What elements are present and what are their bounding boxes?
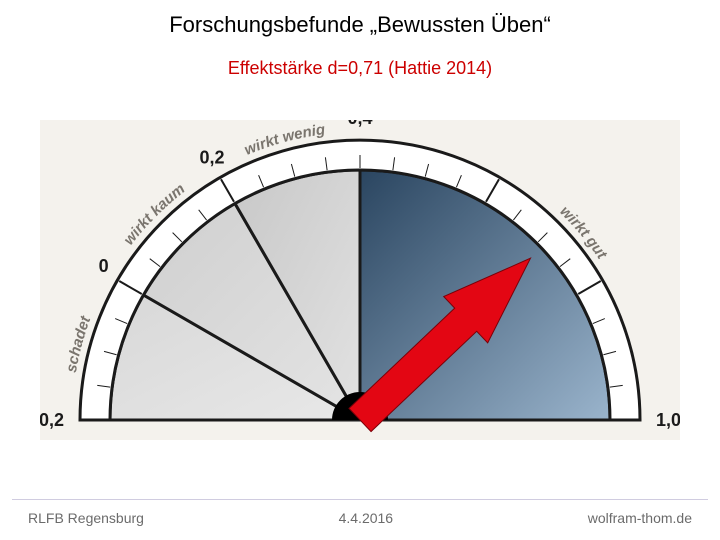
footer-center: 4.4.2016 bbox=[339, 510, 394, 526]
footer: RLFB Regensburg 4.4.2016 wolfram-thom.de bbox=[0, 510, 720, 526]
svg-text:0: 0 bbox=[99, 256, 109, 276]
svg-text:0,4: 0,4 bbox=[347, 120, 372, 128]
svg-text:0,2: 0,2 bbox=[199, 148, 224, 168]
gauge-svg: –0,200,20,41,0schadetwirkt kaumwirkt wen… bbox=[40, 120, 680, 440]
page-subtitle: Effektstärke d=0,71 (Hattie 2014) bbox=[0, 58, 720, 79]
effect-size-gauge: –0,200,20,41,0schadetwirkt kaumwirkt wen… bbox=[40, 120, 680, 440]
footer-left: RLFB Regensburg bbox=[28, 510, 144, 526]
footer-rule bbox=[12, 499, 708, 500]
svg-text:–0,2: –0,2 bbox=[40, 410, 64, 430]
svg-text:1,0: 1,0 bbox=[656, 410, 680, 430]
page-title: Forschungsbefunde „Bewussten Üben“ bbox=[0, 0, 720, 38]
footer-right: wolfram-thom.de bbox=[588, 510, 692, 526]
